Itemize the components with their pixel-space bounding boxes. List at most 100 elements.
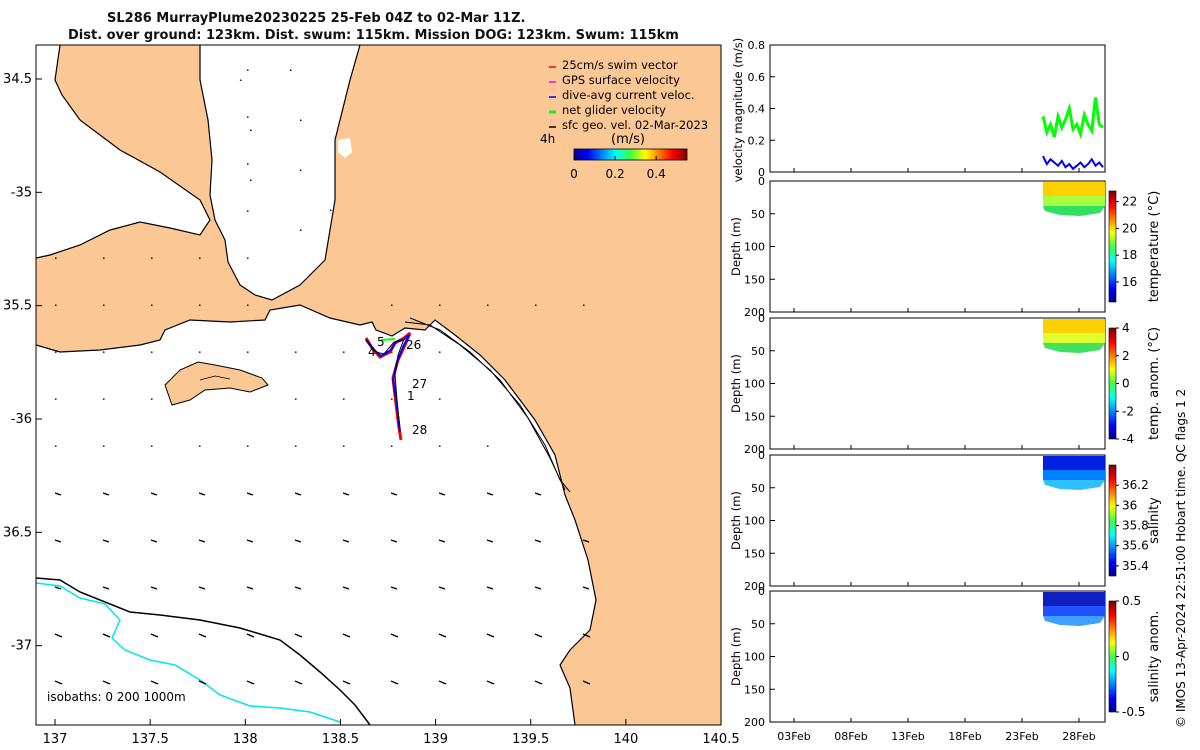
map-colorbar-ticks: 0 0.2 0.4 — [570, 156, 666, 181]
coorong-lagoon — [404, 317, 571, 493]
velocity-vector — [54, 680, 63, 685]
velocity-vector — [582, 633, 591, 638]
velocity-vector — [438, 633, 447, 638]
velocity-ytick-label: 0.2 — [748, 134, 766, 147]
velocity-vector — [486, 539, 494, 543]
profile-colorbar-tick-label: 2 — [1122, 349, 1130, 363]
profile-ytick-label: 200 — [744, 443, 765, 456]
velocity-vector — [198, 539, 206, 543]
velocity-vector — [198, 680, 207, 685]
velocity-vector — [390, 539, 398, 543]
profile-ytick-label: 150 — [744, 547, 765, 560]
velocity-vector — [390, 680, 399, 685]
profile-colorbar — [1108, 600, 1117, 713]
profile-panel-1: 0 50 100 150 200 Depth (m) 4 2 0 -2 -4 temp. anom. … — [729, 312, 1162, 456]
profile-ytick-label: 0 — [758, 449, 765, 462]
profile-xtick-label: 28Feb — [1062, 730, 1095, 743]
velocity-vector — [342, 492, 350, 496]
velocity-vector — [102, 680, 111, 685]
map-xtick-label: 137 — [43, 732, 68, 747]
map-ytick-label: 34.5 — [3, 72, 32, 87]
velocity-vector — [486, 633, 495, 638]
velocity-vector — [102, 492, 110, 496]
profile-patch-middle — [1043, 196, 1105, 206]
velocity-vector — [294, 586, 302, 590]
velocity-vector — [342, 680, 351, 685]
velocity-vector — [150, 633, 159, 638]
profile-colorbar-tick-label: 0 — [1122, 650, 1130, 664]
profile-ytick-label: 0 — [758, 175, 765, 188]
legend-gps-label: GPS surface velocity — [562, 73, 680, 87]
velocity-vector — [342, 586, 350, 590]
island-outline — [199, 375, 231, 381]
profile-ytick-label: 200 — [744, 306, 765, 319]
velocity-vector — [150, 492, 158, 496]
map-colorbar-tick-label: 0.2 — [606, 167, 625, 181]
velocity-vector — [390, 633, 399, 638]
map-ytick-label: 36.5 — [3, 525, 32, 540]
profile-colorbar-label: salinity — [1147, 497, 1162, 544]
profile-ylabel: Depth (m) — [729, 217, 743, 276]
map-ytick-label: -36 — [11, 412, 32, 427]
velocity-vector — [102, 633, 111, 638]
velocity-vector — [54, 539, 62, 543]
velocity-vector — [246, 680, 255, 685]
footer-note: © IMOS 13-Apr-2024 22:51:00 Hobart time.… — [1174, 389, 1188, 728]
velocity-vector — [294, 492, 302, 496]
velocity-vector — [299, 169, 302, 172]
track-label-5: 5 — [377, 335, 385, 349]
profile-xtick-label: 03Feb — [777, 730, 810, 743]
profile-colorbar-tick-label: 0 — [1122, 377, 1130, 391]
velocity-vector — [150, 586, 158, 590]
profile-ytick-label: 50 — [751, 618, 765, 631]
current-vector-track — [365, 334, 410, 433]
profile-colorbar-tick-label: 18 — [1122, 248, 1137, 262]
profile-colorbar-tick-label: 35.6 — [1122, 539, 1149, 553]
profile-xtick-label: 18Feb — [948, 730, 981, 743]
velocity-vector — [438, 680, 447, 685]
profile-ytick-label: 200 — [744, 716, 765, 729]
profile-ytick-label: 50 — [751, 482, 765, 495]
profile-colorbar-tick-label: 35.8 — [1122, 519, 1149, 533]
velocity-ylabel: velocity magnitude (m/s) — [731, 38, 745, 183]
velocity-vector — [534, 633, 543, 638]
map-frame — [35, 44, 722, 726]
map-colorbar-tick-label: 0 — [570, 167, 578, 181]
title-line-1: SL286 MurrayPlume20230225 25-Feb 04Z to … — [107, 11, 526, 26]
profile-xtick-label: 23Feb — [1005, 730, 1038, 743]
velocity-ytick-label: 0 — [758, 166, 765, 179]
velocity-vector — [289, 69, 292, 72]
map-ytick-label: -37 — [11, 639, 32, 654]
velocity-vector — [390, 492, 398, 496]
coastline — [36, 45, 597, 725]
profile-colorbar-tick-label: 16 — [1122, 275, 1137, 289]
velocity-vector — [102, 586, 110, 590]
velocity-vector — [54, 633, 63, 638]
colorbar-unit-label: (m/s) — [611, 132, 645, 147]
velocity-vector — [54, 586, 62, 590]
profile-colorbar-tick-label: 0.5 — [1122, 594, 1141, 608]
profile-patch-upper — [1043, 592, 1105, 606]
profile-colorbar — [1108, 190, 1117, 303]
velocity-vector — [582, 586, 590, 590]
map-colorbar — [573, 148, 688, 161]
sea-region — [36, 45, 596, 725]
isobath-1000m — [36, 582, 341, 723]
profile-ytick-label: 150 — [744, 410, 765, 423]
profile-ytick-label: 100 — [744, 241, 765, 254]
velocity-vector — [342, 539, 350, 543]
velocity-vector — [246, 633, 255, 638]
map-xtick-label: 137.5 — [132, 732, 169, 747]
velocity-series-0 — [1041, 97, 1104, 140]
velocity-frame — [769, 44, 1106, 173]
velocity-vector — [486, 680, 495, 685]
velocity-vector — [534, 680, 543, 685]
isobath-note: isobaths: 0 200 1000m — [47, 690, 186, 704]
velocity-vector — [534, 539, 542, 543]
velocity-vector — [150, 680, 159, 685]
profile-colorbar-tick-label: 4 — [1122, 321, 1130, 335]
profile-colorbar-tick-label: -0.5 — [1122, 705, 1145, 719]
profile-colorbar-tick-label: 35.4 — [1122, 559, 1149, 573]
